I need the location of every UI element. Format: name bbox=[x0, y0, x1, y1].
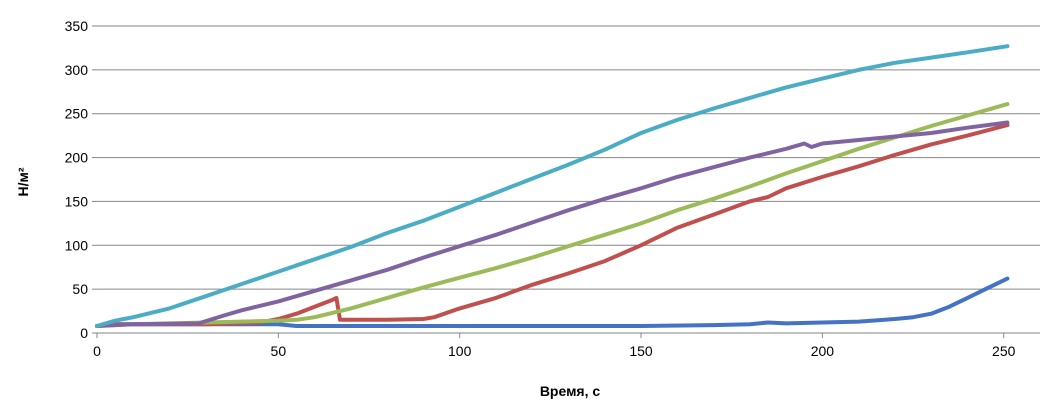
grid-lines bbox=[97, 25, 1040, 290]
x-tick-label: 150 bbox=[629, 343, 653, 359]
y-tick-label: 200 bbox=[65, 150, 89, 166]
x-tick-label: 200 bbox=[811, 343, 835, 359]
y-tick-label: 0 bbox=[80, 325, 88, 341]
y-axis-title: Н/м² bbox=[15, 167, 31, 196]
y-tick-label: 50 bbox=[72, 281, 88, 297]
series-line-1 bbox=[95, 276, 1010, 328]
series-line-2 bbox=[95, 123, 1010, 328]
y-tick-label: 100 bbox=[65, 237, 89, 253]
x-tick-label: 100 bbox=[448, 343, 472, 359]
series-line-5 bbox=[95, 44, 1010, 328]
x-tick-labels: 0 50 100 150 200 250 bbox=[93, 333, 1016, 359]
y-tick-label: 350 bbox=[65, 18, 89, 34]
series-line-4 bbox=[95, 120, 1010, 328]
y-tick-label: 150 bbox=[65, 193, 89, 209]
x-tick-label: 250 bbox=[992, 343, 1016, 359]
y-tick-label: 250 bbox=[65, 106, 89, 122]
x-tick-label: 0 bbox=[93, 343, 101, 359]
y-tick-labels: 0 50 100 150 200 250 300 350 bbox=[65, 18, 97, 341]
y-tick-label: 300 bbox=[65, 62, 89, 78]
series-group bbox=[95, 44, 1010, 328]
series-line-3 bbox=[95, 102, 1010, 328]
x-tick-label: 50 bbox=[271, 343, 287, 359]
x-axis-title: Время, с bbox=[540, 383, 601, 399]
